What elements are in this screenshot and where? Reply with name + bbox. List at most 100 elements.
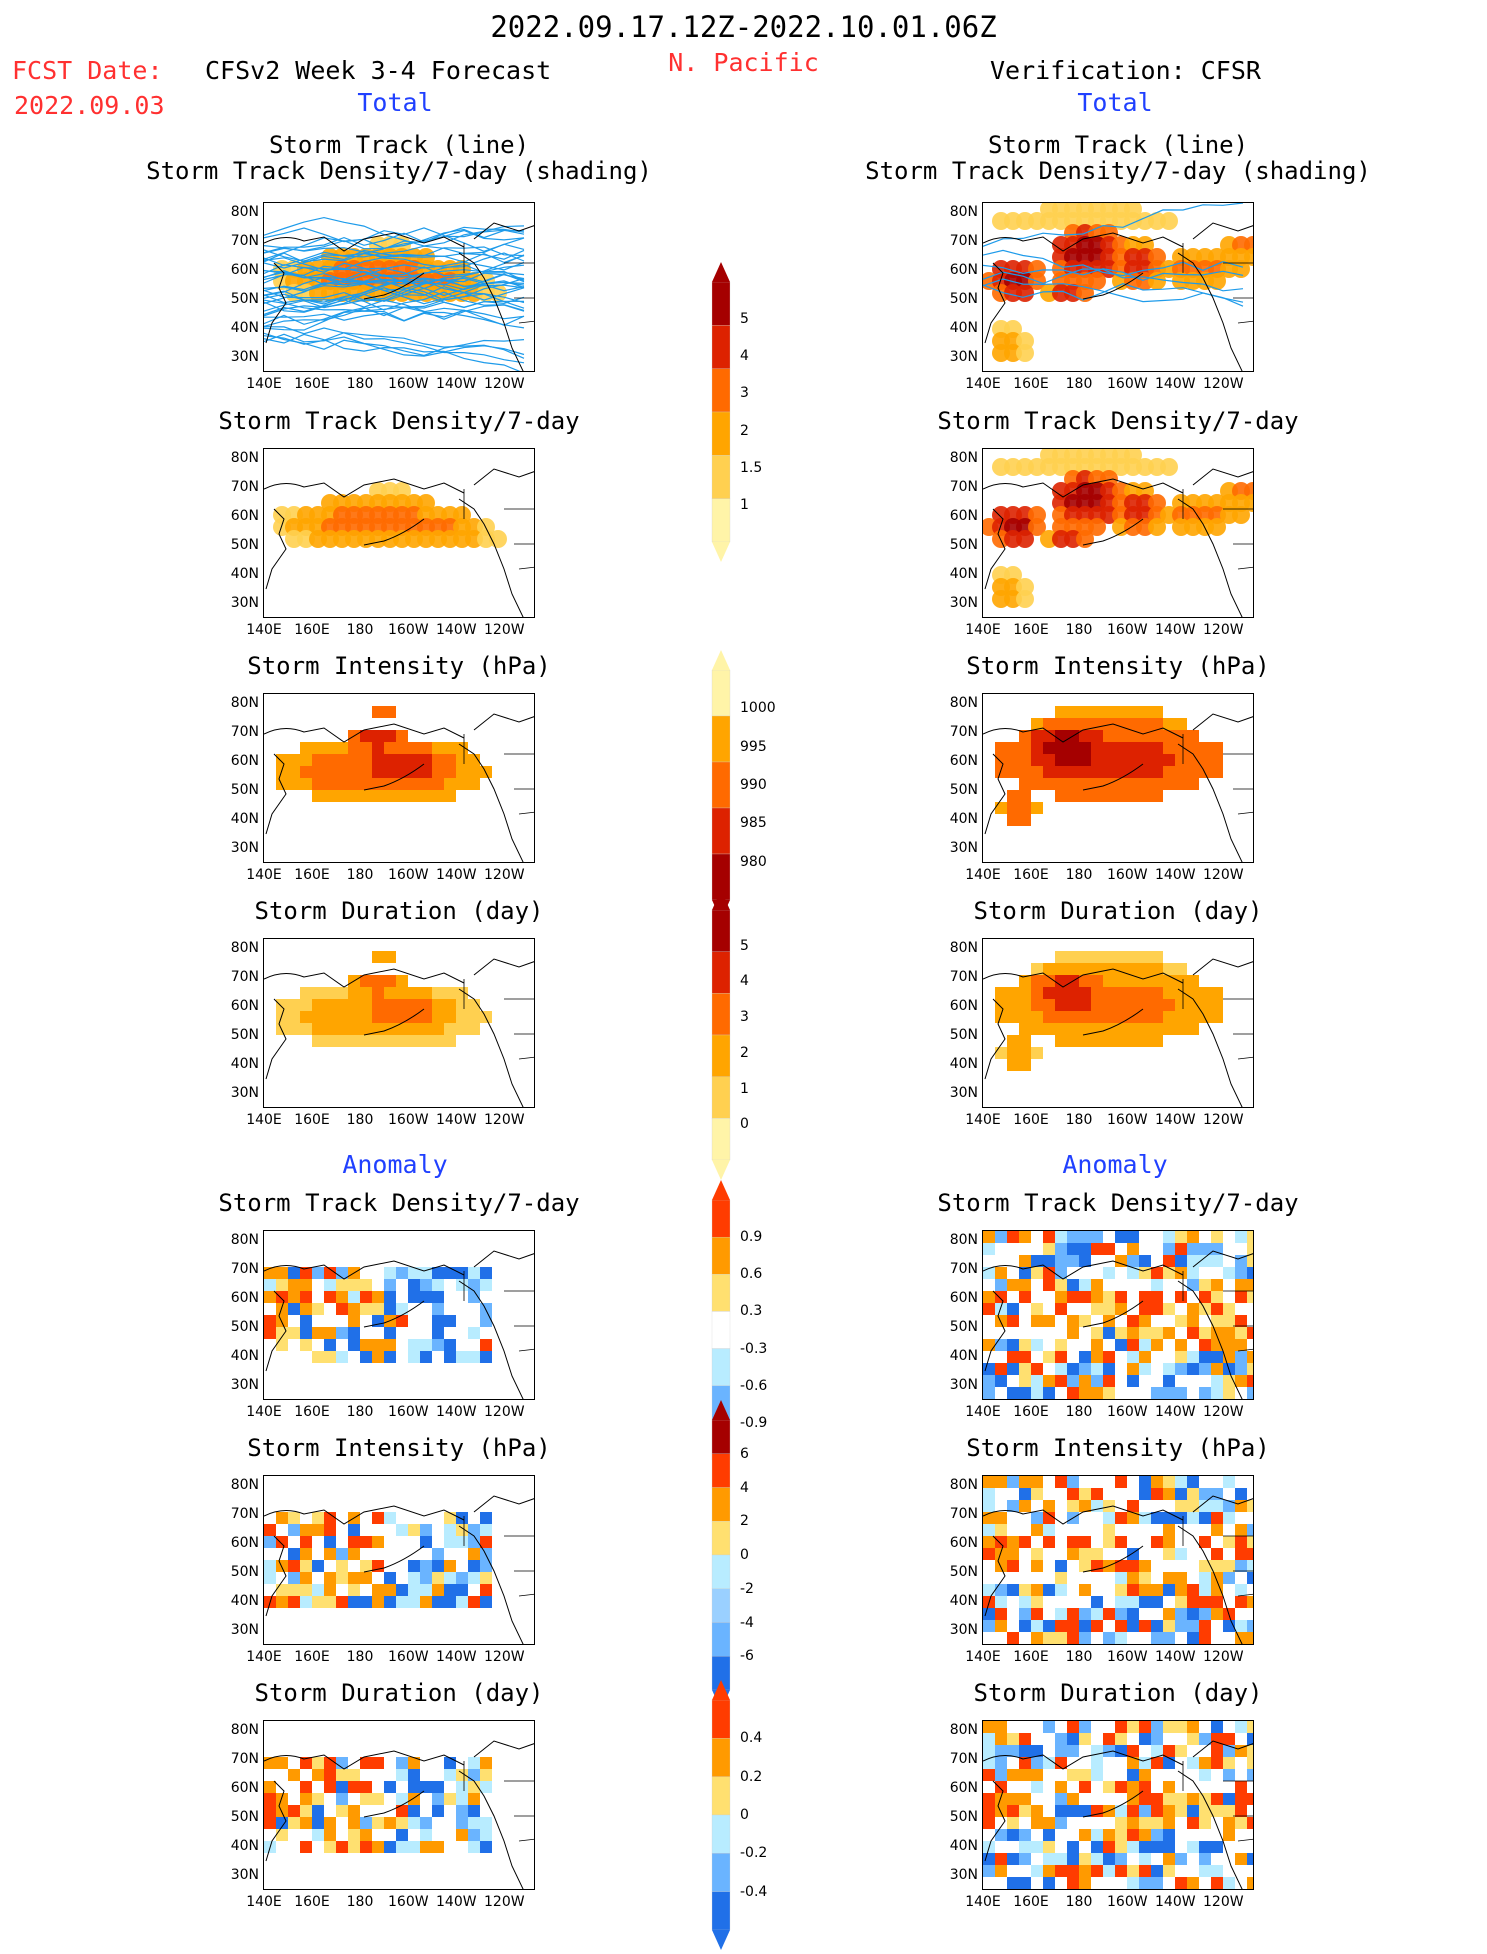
verif-track-map	[982, 202, 1254, 372]
forecast-anom-duration-title: Storm Duration (day)	[254, 1679, 544, 1707]
verif-anom-duration-lat-tick: 30N	[949, 1867, 978, 1883]
forecast-anom-duration-lon-tick: 160W	[388, 1894, 429, 1910]
forecast-track-lat-tick: 80N	[230, 204, 259, 220]
forecast-anom-duration-lat-tick: 30N	[230, 1867, 259, 1883]
forecast-intensity-lat-tick: 60N	[230, 753, 259, 769]
verif-track-lat-tick: 80N	[949, 204, 978, 220]
verif-intensity-lat-tick: 60N	[949, 753, 978, 769]
verif-density-lat-tick: 60N	[949, 508, 978, 524]
forecast-anom-density-lon-tick: 140E	[246, 1404, 282, 1420]
verif-anom-density-lat-tick: 80N	[949, 1232, 978, 1248]
colorbar-intensity-label: 990	[740, 777, 767, 793]
forecast-density-lon-tick: 140W	[436, 622, 477, 638]
forecast-intensity-lat-tick: 70N	[230, 724, 259, 740]
colorbar-duration_anom-label: 0.2	[740, 1768, 763, 1785]
forecast-anom-density-map	[263, 1230, 535, 1400]
forecast-intensity-lat-tick: 50N	[230, 782, 259, 798]
verif-density-lat-tick: 70N	[949, 479, 978, 495]
forecast-intensity-title: Storm Intensity (hPa)	[247, 652, 551, 680]
colorbar-density-label: 1	[740, 496, 749, 513]
forecast-anom-intensity-lon-tick: 180	[346, 1649, 374, 1665]
colorbar-intensity_anom-label: 0	[740, 1547, 749, 1563]
verif-intensity-lon-tick: 140W	[1155, 867, 1196, 883]
verif-anom-intensity-lat-tick: 40N	[949, 1593, 978, 1609]
verif-anom-intensity-lon-tick: 180	[1065, 1649, 1093, 1665]
verif-anom-duration-lat-tick: 50N	[949, 1809, 978, 1825]
forecast-anom-duration-lat-tick: 70N	[230, 1751, 259, 1767]
forecast-track-title-2: Storm Track Density/7-day (shading)	[146, 157, 652, 185]
verif-density-lon-tick: 160E	[1013, 622, 1049, 638]
forecast-density-lon-tick: 160W	[388, 622, 429, 638]
forecast-intensity-lon-tick: 180	[346, 867, 374, 883]
forecast-intensity-lon-tick: 160E	[294, 867, 330, 883]
forecast-intensity-lat-tick: 30N	[230, 840, 259, 856]
verif-anom-density-map	[982, 1230, 1254, 1400]
verif-intensity-lon-tick: 160W	[1107, 867, 1148, 883]
forecast-anom-duration-lon-tick: 140E	[246, 1894, 282, 1910]
forecast-density-lat-tick: 60N	[230, 508, 259, 524]
verif-anom-duration-lat-tick: 80N	[949, 1722, 978, 1738]
forecast-duration-lon-tick: 160E	[294, 1112, 330, 1128]
forecast-duration-lon-tick: 140E	[246, 1112, 282, 1128]
forecast-anom-intensity-lon-tick: 140E	[246, 1649, 282, 1665]
colorbar-density_anom-label: -0.9	[740, 1414, 768, 1431]
fcst-date-label: FCST Date:	[12, 56, 163, 85]
forecast-intensity-lat-tick: 40N	[230, 811, 259, 827]
forecast-anom-intensity-lat-tick: 40N	[230, 1593, 259, 1609]
page-title: 2022.09.17.12Z-2022.10.01.06Z	[490, 10, 997, 44]
verif-anom-density-lon-tick: 120W	[1203, 1404, 1244, 1420]
forecast-anom-density-lon-tick: 120W	[484, 1404, 525, 1420]
colorbar-intensity-label: 1000	[740, 700, 776, 717]
verif-anom-duration-lon-tick: 140E	[965, 1894, 1001, 1910]
verif-intensity-lon-tick: 180	[1065, 867, 1093, 883]
verif-duration-lon-tick: 140W	[1155, 1112, 1196, 1128]
colorbar-density-label: 3	[740, 385, 749, 402]
forecast-anom-duration-lat-tick: 40N	[230, 1838, 259, 1854]
colorbar-density	[706, 262, 736, 562]
verif-anom-intensity-map	[982, 1475, 1254, 1645]
colorbar-density-label: 2	[740, 422, 749, 439]
colorbar-density_anom-label: 0.9	[740, 1229, 763, 1246]
forecast-duration-lon-tick: 180	[346, 1112, 374, 1128]
forecast-anom-intensity-lat-tick: 30N	[230, 1622, 259, 1638]
forecast-total-label: Total	[357, 88, 433, 117]
forecast-density-title: Storm Track Density/7-day	[218, 407, 580, 435]
verif-track-lon-tick: 120W	[1203, 376, 1244, 392]
verif-total-label: Total	[1077, 88, 1153, 117]
forecast-density-map	[263, 448, 535, 618]
forecast-anom-intensity-map	[263, 1475, 535, 1645]
colorbar-density_anom-label: -0.3	[740, 1340, 768, 1357]
forecast-track-lon-tick: 140W	[436, 376, 477, 392]
colorbar-intensity_anom-label: 2	[740, 1513, 749, 1530]
colorbar-density-label: 4	[740, 348, 749, 365]
forecast-anom-intensity-lon-tick: 160W	[388, 1649, 429, 1665]
verif-track-lat-tick: 60N	[949, 262, 978, 278]
verif-duration-lat-tick: 50N	[949, 1027, 978, 1043]
verif-track-title-2: Storm Track Density/7-day (shading)	[865, 157, 1371, 185]
forecast-anom-intensity-lon-tick: 140W	[436, 1649, 477, 1665]
forecast-duration-lon-tick: 120W	[484, 1112, 525, 1128]
forecast-duration-lat-tick: 50N	[230, 1027, 259, 1043]
region-label: N. Pacific	[668, 48, 819, 77]
verif-anom-duration-lon-tick: 120W	[1203, 1894, 1244, 1910]
forecast-anom-intensity-title: Storm Intensity (hPa)	[247, 1434, 551, 1462]
forecast-intensity-lon-tick: 140W	[436, 867, 477, 883]
forecast-anom-intensity-lat-tick: 50N	[230, 1564, 259, 1580]
verif-density-lon-tick: 160W	[1107, 622, 1148, 638]
forecast-density-lat-tick: 80N	[230, 450, 259, 466]
verif-intensity-lon-tick: 140E	[965, 867, 1001, 883]
verif-duration-lon-tick: 120W	[1203, 1112, 1244, 1128]
verif-intensity-lat-tick: 30N	[949, 840, 978, 856]
verif-density-lon-tick: 120W	[1203, 622, 1244, 638]
forecast-track-lat-tick: 60N	[230, 262, 259, 278]
forecast-anomaly-label: Anomaly	[342, 1150, 448, 1179]
verif-anom-duration-lat-tick: 40N	[949, 1838, 978, 1854]
forecast-anom-duration-lon-tick: 120W	[484, 1894, 525, 1910]
forecast-track-title-1: Storm Track (line)	[268, 131, 530, 159]
forecast-anom-density-lat-tick: 30N	[230, 1377, 259, 1393]
verif-density-lon-tick: 180	[1065, 622, 1093, 638]
colorbar-duration_anom-label: -0.2	[740, 1845, 768, 1862]
verif-anom-intensity-lat-tick: 50N	[949, 1564, 978, 1580]
forecast-duration-lat-tick: 40N	[230, 1056, 259, 1072]
verif-anom-duration-lon-tick: 140W	[1155, 1894, 1196, 1910]
